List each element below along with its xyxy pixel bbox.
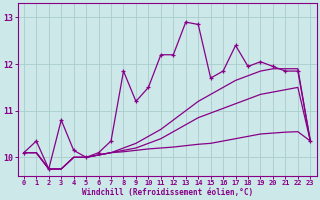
X-axis label: Windchill (Refroidissement éolien,°C): Windchill (Refroidissement éolien,°C)	[82, 188, 253, 197]
